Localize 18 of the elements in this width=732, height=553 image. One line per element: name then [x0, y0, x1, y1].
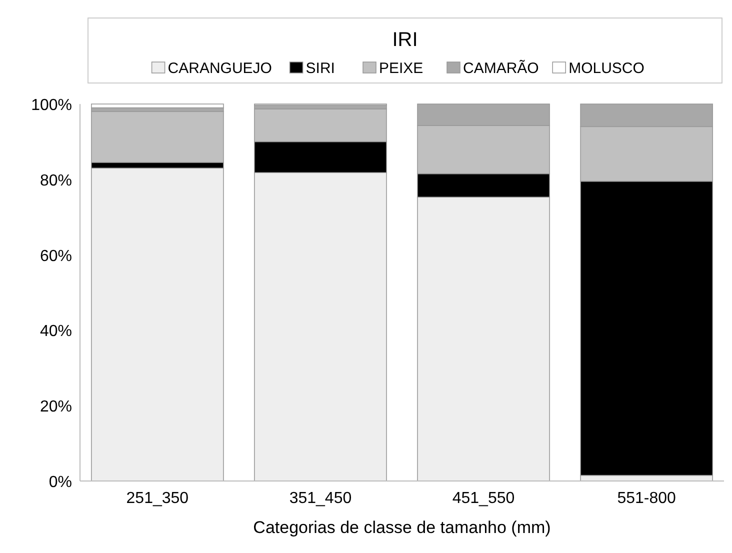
legend-title: IRI: [392, 29, 418, 51]
x-tick-label: 251_350: [126, 490, 189, 507]
legend-label: MOLUSCO: [568, 60, 644, 77]
y-tick-label: 80%: [40, 172, 72, 190]
x-tick-label: 451_550: [452, 490, 515, 507]
x-tick-label: 551-800: [617, 490, 676, 507]
y-tick-label: 0%: [48, 474, 72, 491]
x-axis-title: Categorias de classe de tamanho (mm): [253, 518, 551, 537]
legend-label: PEIXE: [379, 60, 424, 77]
legend-label: CARANGUEJO: [168, 60, 272, 77]
y-tick-label: 20%: [40, 398, 72, 416]
bar: [91, 104, 224, 108]
legend-label: CAMARÃO: [463, 59, 539, 77]
y-tick-label: 100%: [31, 97, 72, 114]
y-tick-label: 40%: [40, 323, 72, 340]
x-tick-label: 351_450: [289, 490, 352, 507]
legend-label: SIRI: [306, 60, 335, 77]
y-tick-label: 60%: [40, 248, 72, 265]
